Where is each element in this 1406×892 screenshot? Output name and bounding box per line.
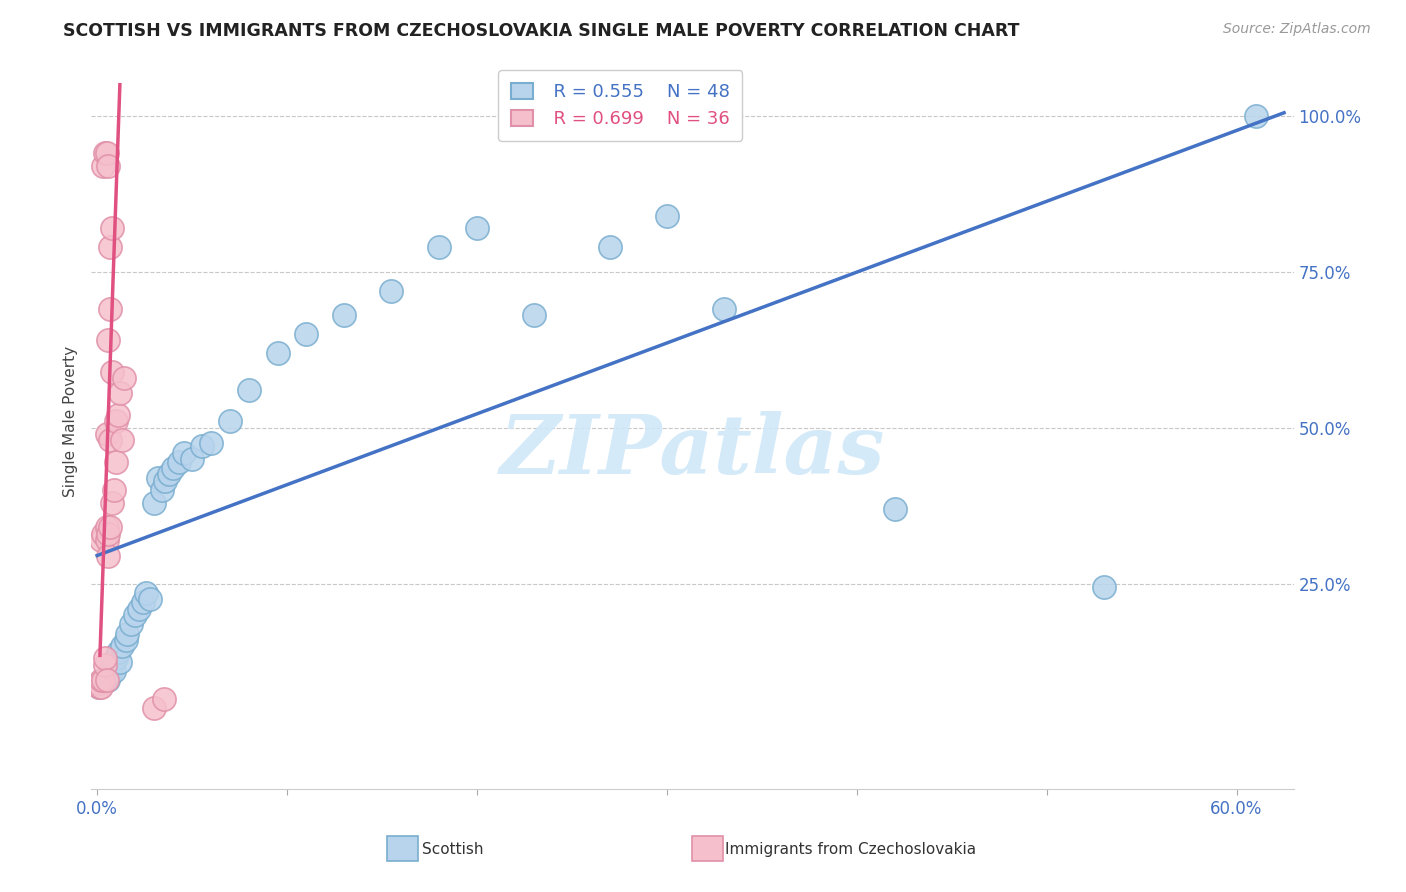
Point <box>100 520 122 534</box>
Point <box>157 467 180 482</box>
Point <box>181 451 204 466</box>
Point <box>219 415 242 429</box>
Point <box>380 284 402 298</box>
Point <box>87 680 110 694</box>
Point <box>108 655 131 669</box>
Point <box>91 675 114 690</box>
Point <box>97 526 120 541</box>
Point <box>87 676 110 690</box>
Point <box>87 680 110 694</box>
Point <box>143 701 166 715</box>
Point <box>155 474 177 488</box>
Point <box>167 455 190 469</box>
Point <box>103 483 125 497</box>
Point <box>101 661 124 675</box>
Point <box>105 651 128 665</box>
Point <box>91 673 114 688</box>
Point <box>523 309 546 323</box>
Point <box>114 632 136 647</box>
Point <box>427 240 450 254</box>
Point <box>190 439 212 453</box>
Point <box>90 533 112 547</box>
Legend:   R = 0.555    N = 48,   R = 0.699    N = 36: R = 0.555 N = 48, R = 0.699 N = 36 <box>498 70 742 141</box>
Point <box>200 436 222 450</box>
Point <box>96 670 118 684</box>
Point <box>105 415 128 429</box>
Point <box>713 302 735 317</box>
Text: SCOTTISH VS IMMIGRANTS FROM CZECHOSLOVAKIA SINGLE MALE POVERTY CORRELATION CHART: SCOTTISH VS IMMIGRANTS FROM CZECHOSLOVAK… <box>63 22 1019 40</box>
Point <box>139 592 162 607</box>
Point <box>173 445 195 459</box>
Point <box>90 676 112 690</box>
Point <box>100 433 122 447</box>
Point <box>96 533 118 547</box>
Point <box>97 159 120 173</box>
Point <box>91 526 114 541</box>
Y-axis label: Single Male Poverty: Single Male Poverty <box>63 346 79 497</box>
Point <box>333 309 356 323</box>
Point <box>100 664 122 678</box>
Point <box>883 501 905 516</box>
Point <box>97 549 120 563</box>
Point <box>97 673 120 688</box>
Point <box>238 384 260 398</box>
Point <box>93 657 115 672</box>
Point <box>108 386 131 401</box>
Text: Scottish: Scottish <box>422 842 484 856</box>
Point <box>90 680 112 694</box>
Point <box>124 607 146 622</box>
Point <box>143 495 166 509</box>
Point <box>96 146 118 161</box>
Point <box>107 645 129 659</box>
Point <box>96 426 118 441</box>
Point <box>112 371 135 385</box>
Point <box>135 586 157 600</box>
Point <box>101 495 124 509</box>
Point <box>1244 109 1267 123</box>
Point <box>101 365 124 379</box>
Point <box>103 664 125 678</box>
Point <box>93 146 115 161</box>
Point <box>111 433 134 447</box>
Point <box>100 240 122 254</box>
Point <box>91 159 114 173</box>
Point <box>90 673 112 688</box>
Point <box>266 346 288 360</box>
Point <box>97 334 120 348</box>
Point <box>128 601 150 615</box>
Text: ZIPatlas: ZIPatlas <box>499 411 886 491</box>
Point <box>146 470 169 484</box>
Point <box>150 483 173 497</box>
Point <box>1092 580 1115 594</box>
Point <box>465 221 488 235</box>
Point <box>107 409 129 423</box>
Point <box>152 692 174 706</box>
Point <box>599 240 621 254</box>
Point <box>101 221 124 235</box>
Text: Immigrants from Czechoslovakia: Immigrants from Czechoslovakia <box>725 842 977 856</box>
Point <box>111 639 134 653</box>
Point <box>120 617 142 632</box>
Point <box>131 595 153 609</box>
Point <box>105 455 128 469</box>
Point <box>96 673 118 688</box>
Point <box>117 626 139 640</box>
Point <box>295 327 318 342</box>
Point <box>93 673 115 688</box>
Point <box>96 520 118 534</box>
Point <box>93 651 115 665</box>
Point <box>162 461 184 475</box>
Text: Source: ZipAtlas.com: Source: ZipAtlas.com <box>1223 22 1371 37</box>
Point <box>655 209 678 223</box>
Point <box>100 667 122 681</box>
Point <box>100 302 122 317</box>
